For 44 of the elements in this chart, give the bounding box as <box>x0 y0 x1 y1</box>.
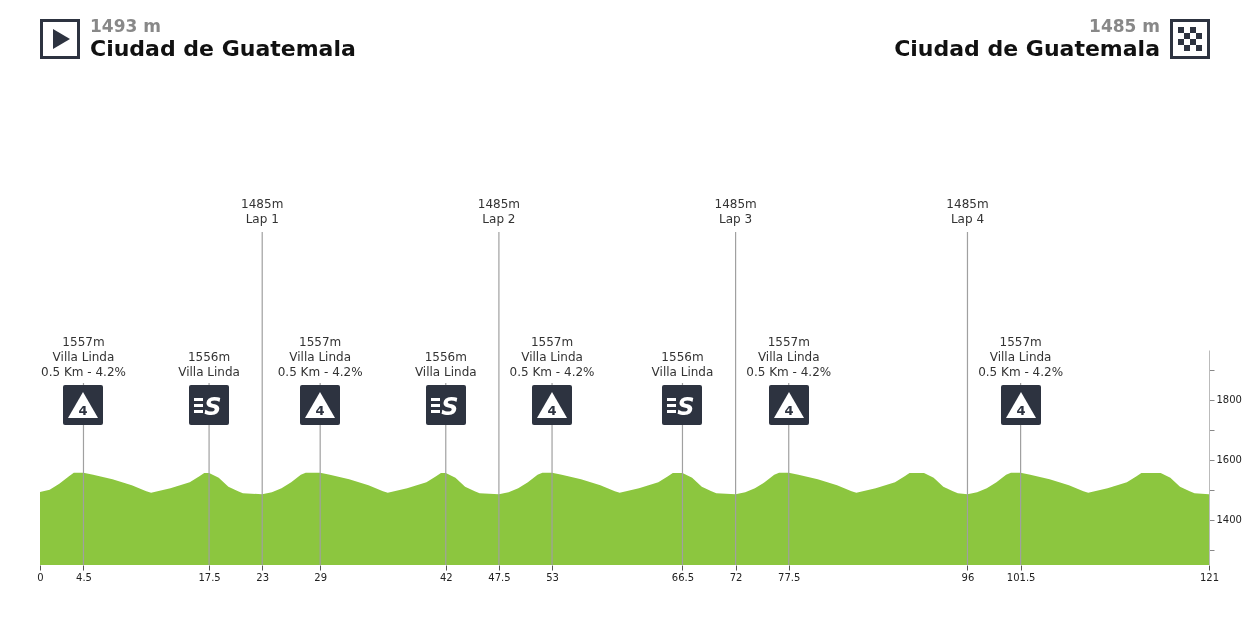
chart-title: Ciudad de Guatemala <box>90 36 356 62</box>
chart-subtitle: 1493 m <box>90 16 162 36</box>
x-tick-label: 23 <box>256 571 270 583</box>
ref-line-label: 1485m Lap 4 <box>946 197 989 226</box>
x-tick-label: 29 <box>314 571 328 583</box>
annotation: S <box>677 393 696 421</box>
y-tick-label: 1800 <box>1216 394 1242 406</box>
ref-line-label: 1556m Villa Linda <box>414 350 477 379</box>
x-tick-label: 42 <box>439 571 453 583</box>
x-tick-label: 77.5 <box>778 571 801 583</box>
ref-line-label: 1557m Villa Linda 0.5 Km - 4.2% <box>746 335 832 379</box>
annotation: 4 <box>1016 403 1026 418</box>
x-tick-label: 17.5 <box>198 571 221 583</box>
annotation: S <box>441 393 459 421</box>
ref-line-label: 1557m Villa Linda 0.5 Km - 4.2% <box>277 335 363 379</box>
ref-line-label: 1556m Villa Linda <box>178 350 240 379</box>
annotation: 4 <box>315 403 325 418</box>
ref-line-label: 1485m Lap 2 <box>477 197 521 226</box>
annotation: 4 <box>78 403 88 418</box>
x-tick-label: 72 <box>729 571 743 583</box>
y-tick-label: 1400 <box>1216 514 1242 526</box>
ref-line-label: 1557m Villa Linda 0.5 Km - 4.2% <box>978 335 1064 379</box>
x-tick-label: 66.5 <box>671 571 695 583</box>
ref-line-label: 1485m Lap 3 <box>714 197 757 226</box>
annotation: 4 <box>784 403 794 418</box>
x-tick-label: 101.5 <box>1006 571 1036 583</box>
letter-s-icon: S <box>425 385 466 425</box>
x-tick-label: 0 <box>37 571 44 583</box>
x-tick-label: 53 <box>546 571 559 583</box>
ref-line-label: 1556m Villa Linda <box>651 350 714 379</box>
x-tick-label: 96 <box>961 571 975 583</box>
letter-s-icon: S <box>189 385 230 425</box>
x-tick-label: 47.5 <box>488 571 511 583</box>
text: Ciudad de Guatemala <box>894 36 1160 62</box>
x-tick-label: 121 <box>1199 571 1220 583</box>
x-tick-label: 4.5 <box>76 571 92 583</box>
annotation: S <box>204 393 222 421</box>
ref-line-label: 1485m Lap 1 <box>241 197 284 226</box>
text: 1485 m <box>1088 16 1160 36</box>
ref-line-label: 1557m Villa Linda 0.5 Km - 4.2% <box>509 335 595 379</box>
annotation: 4 <box>547 403 557 418</box>
letter-s-icon: S <box>662 385 703 425</box>
ref-line-label: 1557m Villa Linda 0.5 Km - 4.2% <box>41 335 126 379</box>
y-tick-label: 1600 <box>1216 454 1242 466</box>
